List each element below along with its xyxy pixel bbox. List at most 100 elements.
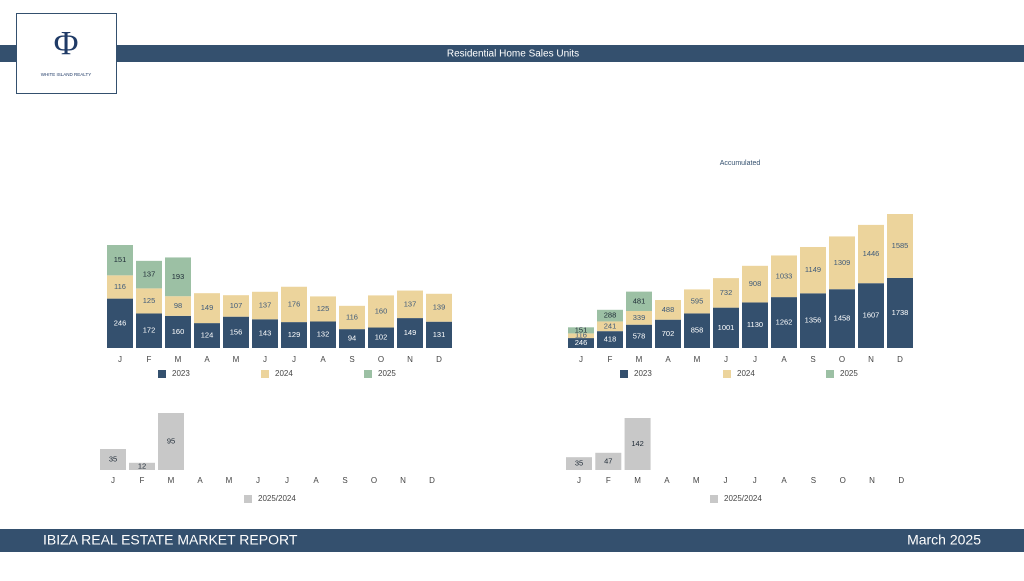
data-label: 12 [138, 461, 146, 470]
legend-label: 2025/2024 [258, 494, 296, 503]
data-label: 160 [172, 327, 185, 336]
x-tick-label: J [577, 476, 581, 485]
x-tick-label: J [753, 355, 757, 364]
data-label: 1149 [805, 265, 821, 274]
data-label: 488 [662, 305, 675, 314]
bar-segment [158, 413, 184, 470]
data-label: 176 [288, 299, 301, 308]
bar-segment [129, 462, 155, 470]
x-tick-label: O [371, 476, 377, 485]
bar-segment [223, 316, 249, 348]
bar-segment [597, 331, 623, 348]
x-tick-label: F [606, 476, 611, 485]
data-label: 149 [404, 328, 417, 337]
bar-segment [136, 288, 162, 314]
x-tick-label: S [811, 476, 816, 485]
chart-title: Accumulated [720, 160, 761, 167]
data-label: 160 [375, 306, 388, 315]
data-label: 125 [143, 296, 156, 305]
data-label: 732 [720, 288, 733, 297]
bar-segment [223, 295, 249, 317]
legend-label: 2024 [737, 369, 755, 378]
bar-segment [107, 298, 133, 348]
data-label: 116 [114, 282, 126, 291]
legend-label: 2025 [378, 369, 396, 378]
bar-segment [397, 318, 423, 348]
bar-segment [713, 307, 739, 348]
bar-segment [597, 321, 623, 332]
x-tick-label: J [724, 355, 728, 364]
data-label: 137 [259, 301, 272, 310]
bar-segment [100, 449, 126, 470]
data-label: 1033 [776, 271, 793, 280]
x-tick-label: D [429, 476, 435, 485]
bar-segment [194, 323, 220, 348]
logo-box [16, 13, 117, 94]
legend-swatch [826, 370, 834, 378]
x-tick-label: D [436, 355, 442, 364]
data-label: 149 [201, 303, 214, 312]
data-label: 1585 [892, 241, 909, 250]
data-label: 131 [433, 330, 446, 339]
legend-swatch [710, 495, 718, 503]
bar-segment [568, 333, 594, 339]
x-tick-label: F [608, 355, 613, 364]
data-label: 129 [288, 330, 301, 339]
x-tick-label: A [781, 355, 787, 364]
data-label: 35 [575, 459, 583, 468]
bar-segment [566, 457, 592, 470]
data-label: 125 [317, 304, 330, 313]
x-tick-label: F [140, 476, 145, 485]
x-tick-label: M [168, 476, 175, 485]
bar-segment [887, 277, 913, 348]
data-label: 132 [317, 330, 330, 339]
logo-name: WHITE ISLAND REALTY [41, 72, 91, 77]
data-label: 137 [143, 270, 156, 279]
data-label: 35 [109, 454, 117, 463]
bar-segment [368, 295, 394, 328]
legend-swatch [261, 370, 269, 378]
data-label: 1001 [718, 323, 735, 332]
bar-segment [800, 293, 826, 348]
data-label: 142 [631, 439, 644, 448]
bar-segment [626, 291, 652, 312]
x-tick-label: J [724, 476, 728, 485]
data-label: 1356 [805, 316, 822, 325]
x-tick-label: S [349, 355, 354, 364]
x-tick-label: J [263, 355, 267, 364]
data-label: 116 [346, 312, 358, 321]
bar-segment [252, 291, 278, 320]
data-label: 481 [633, 296, 646, 305]
x-tick-label: A [313, 476, 319, 485]
bar-segment [107, 245, 133, 276]
x-tick-label: A [664, 476, 670, 485]
data-label: 95 [167, 436, 175, 445]
header-title: Residential Home Sales Units [447, 49, 579, 60]
bar-segment [742, 265, 768, 303]
data-label: 246 [114, 318, 127, 327]
bar-segment [281, 286, 307, 323]
data-label: 172 [143, 326, 156, 335]
x-tick-label: A [665, 355, 671, 364]
data-label: 193 [172, 272, 185, 281]
x-tick-label: A [320, 355, 326, 364]
data-label: 246 [575, 338, 588, 347]
data-label: 1458 [834, 314, 851, 323]
data-label: 1738 [892, 308, 909, 317]
bar-segment [426, 321, 452, 348]
data-label: 151 [114, 255, 127, 264]
legend-label: 2024 [275, 369, 293, 378]
bar-segment [626, 324, 652, 348]
data-label: 151 [575, 325, 588, 334]
bar-segment [165, 315, 191, 348]
data-label: 94 [348, 334, 356, 343]
bar-segment [858, 283, 884, 348]
bar-segment [829, 289, 855, 348]
data-label: 702 [662, 329, 675, 338]
bar-segment [624, 418, 651, 470]
x-tick-label: M [694, 355, 701, 364]
footer-bar [0, 529, 1024, 552]
data-label: 1130 [747, 320, 763, 329]
